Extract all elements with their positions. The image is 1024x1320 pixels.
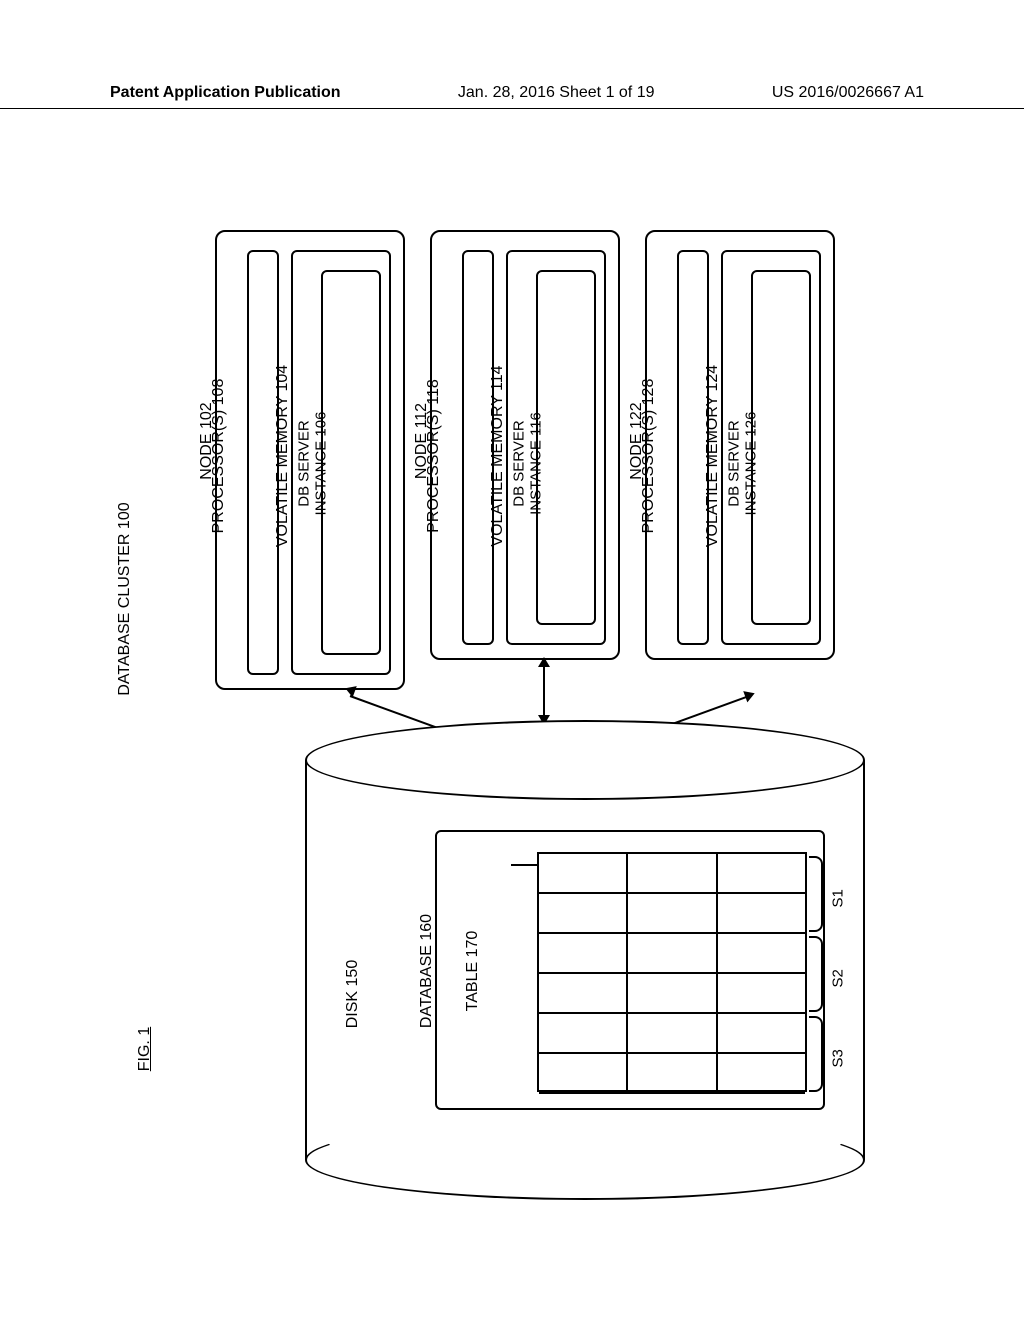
database-160-label: DATABASE 160 (418, 901, 436, 1041)
arrowhead-icon (538, 657, 550, 667)
figure-1: DATABASE CLUSTER 100 FIG. 1 NODE 102 PRO… (155, 230, 875, 1180)
db-instance-116-box: DB SERVERINSTANCE 116 (536, 270, 596, 625)
node-122: NODE 122 PROCESSOR(S) 128 VOLATILE MEMOR… (645, 230, 835, 660)
header-center: Jan. 28, 2016 Sheet 1 of 19 (458, 84, 655, 102)
cluster-title: DATABASE CLUSTER 100 (116, 469, 134, 729)
figure-label: FIG. 1 (136, 1019, 154, 1079)
processor-128-label: PROCESSOR(S) 128 (640, 366, 658, 546)
brace-s3 (809, 1016, 823, 1092)
brace-s2 (809, 936, 823, 1012)
database-160-box: DATABASE 160 TABLE 170 S1 S2 S3 (435, 830, 825, 1110)
header-right: US 2016/0026667 A1 (772, 84, 924, 102)
db-instance-106-label: DB SERVERINSTANCE 106 (297, 404, 330, 524)
segment-s1-label: S1 (830, 878, 847, 908)
db-instance-126-label: DB SERVERINSTANCE 126 (727, 404, 760, 524)
node-102: NODE 102 PROCESSOR(S) 108 VOLATILE MEMOR… (215, 230, 405, 690)
volatile-memory-124-label: VOLATILE MEMORY 124 (704, 356, 722, 556)
db-instance-126-box: DB SERVERINSTANCE 126 (751, 270, 811, 625)
brace-s1 (809, 856, 823, 932)
segment-s3-label: S3 (830, 1038, 847, 1068)
db-instance-116-label: DB SERVERINSTANCE 116 (512, 404, 545, 524)
db-instance-106-box: DB SERVERINSTANCE 106 (321, 270, 381, 655)
disk-150-label: DISK 150 (344, 944, 362, 1044)
disk-150-cylinder: DISK 150 DATABASE 160 TABLE 170 S1 S2 S3 (305, 720, 865, 1170)
processor-118-label: PROCESSOR(S) 118 (425, 366, 443, 546)
volatile-memory-104-label: VOLATILE MEMORY 104 (274, 356, 292, 556)
processor-108-label: PROCESSOR(S) 108 (210, 366, 228, 546)
cylinder-bottom (305, 1120, 865, 1200)
table-lead-line (511, 864, 537, 866)
table-170-grid: S1 S2 S3 (537, 852, 807, 1092)
segment-s2-label: S2 (830, 958, 847, 988)
arrowhead-icon (743, 688, 757, 703)
cylinder-top (305, 720, 865, 800)
header-left: Patent Application Publication (110, 84, 341, 102)
node-112: NODE 112 PROCESSOR(S) 118 VOLATILE MEMOR… (430, 230, 620, 660)
page-header: Patent Application Publication Jan. 28, … (0, 84, 1024, 109)
arrow-node112-disk (543, 665, 545, 720)
table-170-label: TABLE 170 (464, 911, 482, 1031)
arrowhead-icon (343, 683, 357, 698)
volatile-memory-114-label: VOLATILE MEMORY 114 (489, 356, 507, 556)
